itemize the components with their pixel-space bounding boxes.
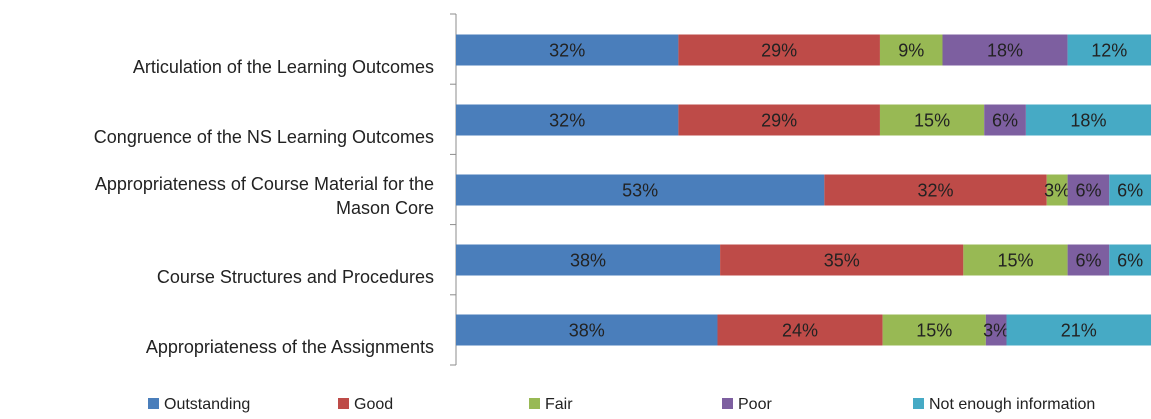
- data-label: 18%: [1070, 111, 1106, 131]
- data-label: 15%: [997, 251, 1033, 271]
- category-label: Congruence of the NS Learning Outcomes: [94, 127, 434, 147]
- legend-label: Poor: [738, 396, 772, 413]
- data-label: 15%: [916, 321, 952, 341]
- data-label: 6%: [1117, 181, 1143, 201]
- bar-segment: [1109, 174, 1151, 206]
- bar-segment: [717, 314, 883, 346]
- bar-segment: [984, 104, 1026, 136]
- bar-segment: [1109, 244, 1151, 276]
- data-label: 32%: [918, 181, 954, 201]
- category-label: Articulation of the Learning Outcomes: [133, 57, 434, 77]
- bar-segment: [1046, 174, 1068, 206]
- data-label: 24%: [782, 321, 818, 341]
- data-label: 29%: [761, 111, 797, 131]
- legend-label: Not enough information: [929, 396, 1095, 413]
- bars: 32% 29% 9% 18% 12%32% 29% 15% 6% 18%53% 32% 3% 6% 6%…: [456, 34, 1151, 346]
- category-label: Mason Core: [336, 198, 434, 218]
- data-label: 12%: [1091, 41, 1127, 61]
- legend-label: Good: [354, 396, 393, 413]
- data-label: 3%: [1044, 181, 1070, 201]
- data-label: 38%: [569, 321, 605, 341]
- bar-segment: [882, 314, 986, 346]
- bar-segment: [720, 244, 964, 276]
- legend-label: Outstanding: [164, 396, 250, 413]
- data-label: 6%: [1075, 251, 1101, 271]
- bar-segment: [456, 34, 679, 66]
- bar-segment: [456, 314, 718, 346]
- bar-segment: [879, 34, 943, 66]
- bar-segment: [1067, 34, 1151, 66]
- y-axis: [450, 13, 457, 366]
- data-label: 35%: [824, 251, 860, 271]
- data-label: 53%: [622, 181, 658, 201]
- category-label: Appropriateness of the Assignments: [146, 337, 434, 357]
- bar-segment: [942, 34, 1068, 66]
- bar-segment: [456, 104, 679, 136]
- legend-swatch: [722, 398, 733, 409]
- bar-segment: [824, 174, 1047, 206]
- data-label: 32%: [549, 41, 585, 61]
- legend-swatch: [148, 398, 159, 409]
- legend-swatch: [913, 398, 924, 409]
- data-label: 18%: [987, 41, 1023, 61]
- bar-segment: [456, 244, 721, 276]
- data-label: 6%: [1117, 251, 1143, 271]
- data-label: 15%: [914, 111, 950, 131]
- bar-segment: [985, 314, 1007, 346]
- data-label: 6%: [992, 111, 1018, 131]
- category-label: Course Structures and Procedures: [157, 267, 434, 287]
- data-label: 3%: [983, 321, 1009, 341]
- legend-swatch: [529, 398, 540, 409]
- legend-label: Fair: [545, 396, 573, 413]
- legend-swatch: [338, 398, 349, 409]
- data-label: 32%: [549, 111, 585, 131]
- data-label: 9%: [898, 41, 924, 61]
- bar-segment: [678, 104, 880, 136]
- bar-segment: [1006, 314, 1151, 346]
- bar-segment: [1067, 244, 1110, 276]
- bar-segment: [1025, 104, 1151, 136]
- bar-segment: [1067, 174, 1110, 206]
- bar-segment: [678, 34, 880, 66]
- data-label: 21%: [1061, 321, 1097, 341]
- bar-segment: [456, 174, 825, 206]
- legend: Outstanding Good Fair Poor Not enough inform…: [148, 396, 1095, 413]
- bar-segment: [963, 244, 1068, 276]
- data-label: 6%: [1075, 181, 1101, 201]
- bar-segment: [879, 104, 985, 136]
- data-label: 29%: [761, 41, 797, 61]
- data-label: 38%: [570, 251, 606, 271]
- category-label: Appropriateness of Course Material for t…: [95, 174, 434, 194]
- category-labels: Articulation of the Learning Outcomes Con…: [94, 57, 434, 357]
